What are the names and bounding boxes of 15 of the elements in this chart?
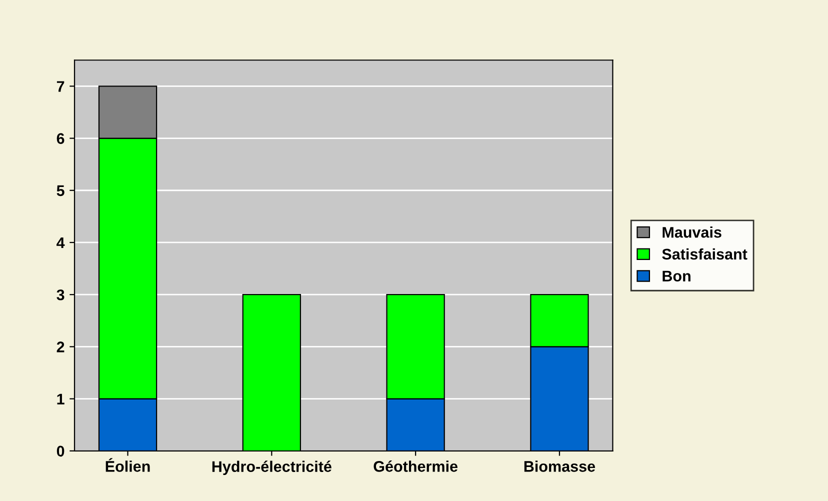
- x-tick-label: Hydro-électricité: [212, 460, 332, 475]
- y-tick-label: 3: [56, 289, 64, 300]
- x-tick-label: Géothermie: [374, 460, 458, 472]
- y-tick-label: 5: [56, 185, 64, 196]
- x-tick-label: Éolien: [106, 458, 150, 472]
- y-tick-label: 7: [56, 81, 64, 92]
- legend-label: Satisfaisant: [662, 248, 748, 260]
- legend-label: Mauvais: [662, 226, 722, 238]
- x-tick-label: Biomasse: [524, 460, 596, 472]
- y-tick-label: 0: [56, 446, 64, 457]
- y-tick-label: 2: [56, 342, 64, 352]
- y-tick-label: 4: [56, 238, 65, 248]
- y-tick-label: 1: [57, 394, 64, 404]
- legend-label: Bon: [662, 270, 690, 282]
- y-tick-label: 6: [56, 133, 64, 144]
